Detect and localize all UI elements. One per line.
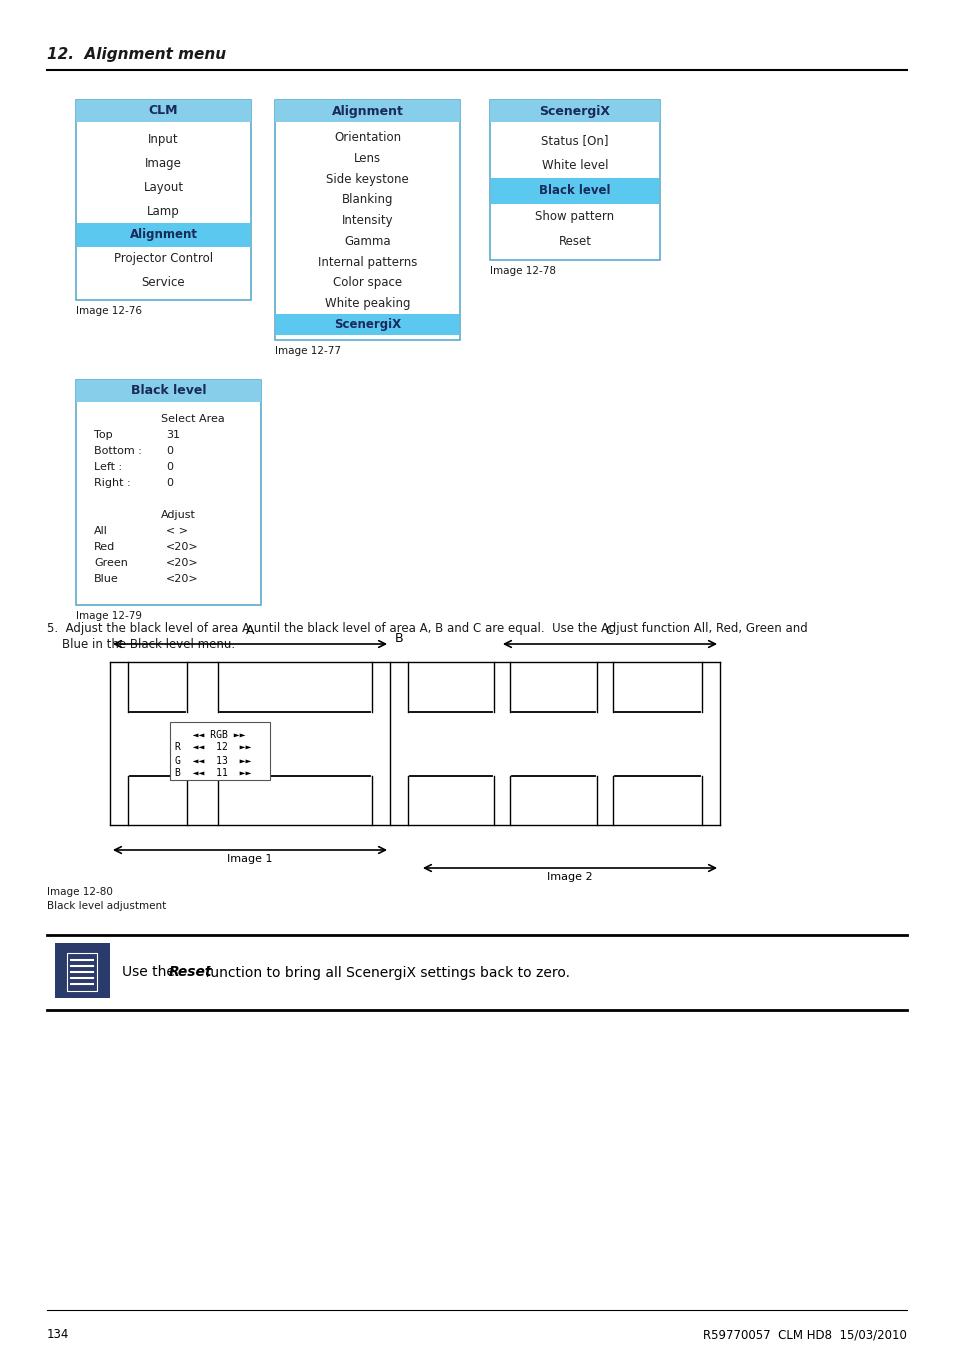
Text: G  ◄◄  13  ►►: G ◄◄ 13 ►► [174, 756, 251, 765]
Text: Image 12-79: Image 12-79 [76, 612, 142, 621]
Text: CLM: CLM [149, 104, 178, 117]
Text: B  ◄◄  11  ►►: B ◄◄ 11 ►► [174, 768, 251, 779]
Bar [274, 100, 459, 340]
Text: Image 1: Image 1 [227, 855, 273, 864]
Text: function to bring all ScenergiX settings back to zero.: function to bring all ScenergiX settings… [201, 965, 569, 980]
Text: Image 12-76: Image 12-76 [76, 306, 142, 316]
Text: Color space: Color space [333, 277, 401, 289]
Text: Left :: Left : [94, 462, 122, 472]
Text: Use the: Use the [122, 965, 179, 980]
Text: B: B [395, 632, 403, 645]
Text: <20>: <20> [166, 558, 198, 568]
Text: ScenergiX: ScenergiX [334, 319, 400, 331]
Text: Image 12-77: Image 12-77 [274, 346, 340, 356]
Text: Image 12-78: Image 12-78 [490, 266, 556, 275]
Text: R59770057  CLM HD8  15/03/2010: R59770057 CLM HD8 15/03/2010 [702, 1328, 906, 1341]
Text: Intensity: Intensity [341, 215, 393, 227]
Text: Image 12-80: Image 12-80 [47, 887, 112, 896]
Text: ◄◄ RGB ►►: ◄◄ RGB ►► [174, 729, 245, 740]
Text: Reset: Reset [169, 965, 212, 980]
Text: 31: 31 [166, 431, 180, 440]
Text: Gamma: Gamma [344, 235, 391, 248]
Text: Side keystone: Side keystone [326, 173, 409, 185]
Text: Right :: Right : [94, 478, 131, 487]
Text: Projector Control: Projector Control [113, 252, 213, 265]
Text: Adjust: Adjust [161, 510, 195, 520]
Bar [275, 315, 458, 335]
Text: C: C [605, 624, 614, 637]
Text: Orientation: Orientation [334, 131, 400, 144]
Text: White peaking: White peaking [324, 297, 410, 310]
Text: 0: 0 [166, 446, 172, 456]
Text: Black level: Black level [538, 185, 610, 197]
Text: Show pattern: Show pattern [535, 209, 614, 223]
Bar [76, 379, 261, 605]
Text: Service: Service [142, 275, 185, 289]
Bar [76, 100, 251, 300]
Bar [490, 100, 659, 122]
Text: Input: Input [148, 134, 178, 146]
Text: A: A [246, 624, 254, 637]
Bar [490, 100, 659, 261]
Bar [55, 944, 110, 998]
Text: Black level: Black level [131, 385, 206, 397]
Text: Green: Green [94, 558, 128, 568]
Bar [77, 223, 250, 247]
Text: R  ◄◄  12  ►►: R ◄◄ 12 ►► [174, 743, 251, 752]
Text: Alignment: Alignment [332, 104, 403, 117]
Bar [67, 953, 97, 991]
Text: Bottom :: Bottom : [94, 446, 142, 456]
Bar [76, 379, 261, 402]
Bar [491, 178, 659, 204]
Text: < >: < > [166, 526, 188, 536]
Text: <20>: <20> [166, 574, 198, 585]
Bar [76, 100, 251, 122]
Text: Blue in the Black level menu.: Blue in the Black level menu. [47, 639, 234, 651]
Text: 0: 0 [166, 462, 172, 472]
Text: Blanking: Blanking [341, 193, 393, 207]
Text: <20>: <20> [166, 541, 198, 552]
Bar [274, 100, 459, 122]
Text: 0: 0 [166, 478, 172, 487]
Text: 12.  Alignment menu: 12. Alignment menu [47, 47, 226, 62]
Text: Red: Red [94, 541, 115, 552]
Text: 5.  Adjust the black level of area A until the black level of area A, B and C ar: 5. Adjust the black level of area A unti… [47, 622, 807, 634]
Text: Black level adjustment: Black level adjustment [47, 900, 166, 911]
Text: Layout: Layout [143, 181, 183, 194]
Text: Select Area: Select Area [161, 414, 225, 424]
Text: Top: Top [94, 431, 112, 440]
Text: ScenergiX: ScenergiX [539, 104, 610, 117]
Text: Lens: Lens [354, 151, 380, 165]
Text: White level: White level [541, 159, 608, 173]
Text: Image 2: Image 2 [547, 872, 592, 882]
Text: Image: Image [145, 157, 182, 170]
Text: Blue: Blue [94, 574, 118, 585]
Bar [170, 721, 270, 779]
Text: 134: 134 [47, 1328, 70, 1341]
Text: All: All [94, 526, 108, 536]
Text: Internal patterns: Internal patterns [317, 255, 416, 269]
Text: Lamp: Lamp [147, 204, 180, 217]
Text: Status [On]: Status [On] [540, 134, 608, 147]
Text: Alignment: Alignment [130, 228, 197, 242]
Text: Reset: Reset [558, 235, 591, 247]
